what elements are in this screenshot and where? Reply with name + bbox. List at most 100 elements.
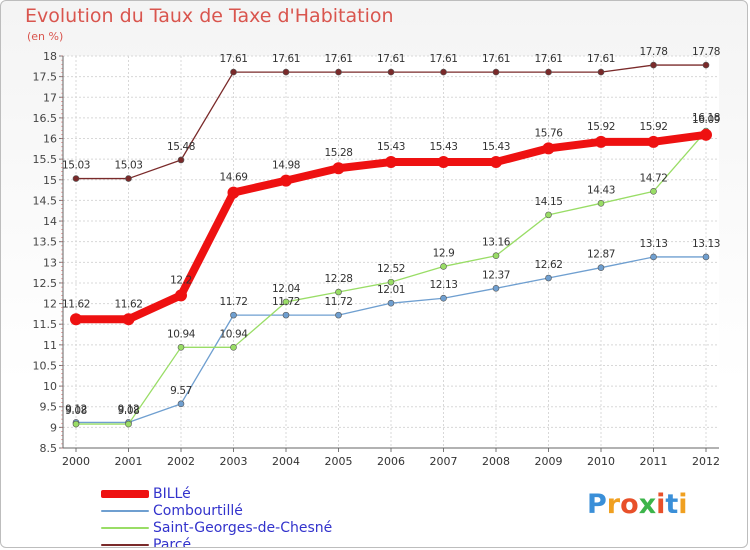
y-tick-label: 9.5 <box>40 401 58 414</box>
x-tick-label: 2002 <box>167 455 195 468</box>
data-point <box>125 420 132 428</box>
data-label: 15.76 <box>534 127 563 139</box>
data-label: 17.78 <box>639 46 667 58</box>
legend-item-saint-georges: Saint-Georges-de-Chesné <box>101 519 332 536</box>
data-label: 10.94 <box>219 328 248 340</box>
y-tick-label: 18 <box>43 50 57 63</box>
data-label: 12.62 <box>534 259 562 271</box>
data-point <box>387 68 395 76</box>
legend-label: Saint-Georges-de-Chesné <box>153 519 333 536</box>
x-tick-label: 2001 <box>115 455 143 468</box>
data-point <box>122 313 135 326</box>
data-label: 15.43 <box>429 141 457 153</box>
data-label: 17.61 <box>377 53 405 65</box>
data-label: 12.13 <box>429 279 457 291</box>
data-label: 16.18 <box>692 112 720 124</box>
legend-item-parce: Parcé <box>101 536 332 547</box>
data-label: 15.48 <box>167 141 195 153</box>
y-tick-label: 8.5 <box>40 442 58 455</box>
y-tick-label: 17 <box>43 91 57 104</box>
y-tick-label: 13.5 <box>33 236 58 249</box>
chart-title: Evolution du Taux de Taxe d'Habitation <box>25 5 394 27</box>
data-point <box>282 311 290 319</box>
data-label: 17.61 <box>324 53 352 65</box>
data-point <box>702 61 710 69</box>
data-point <box>282 68 290 76</box>
data-point <box>492 68 500 76</box>
data-label: 16.09 <box>692 114 720 126</box>
data-point <box>440 68 447 76</box>
data-label: 14.15 <box>534 196 562 208</box>
data-label: 14.72 <box>639 172 667 184</box>
data-point <box>492 252 500 260</box>
logo-letter: P <box>587 489 607 520</box>
data-label: 11.62 <box>114 298 142 310</box>
legend-label: BILLé <box>153 485 191 502</box>
data-label: 11.62 <box>62 298 90 310</box>
data-label: 15.43 <box>377 141 405 153</box>
data-point <box>700 128 712 141</box>
data-label: 9.08 <box>65 405 87 417</box>
data-label: 14.98 <box>272 160 300 172</box>
legend-swatch <box>101 526 149 529</box>
y-tick-label: 14 <box>43 215 57 228</box>
chart-subtitle: (en %) <box>27 30 64 43</box>
data-point <box>387 299 395 307</box>
data-point <box>650 61 657 69</box>
logo-letter: o <box>620 489 639 520</box>
legend: BILLé Combourtillé Saint-Georges-de-Ches… <box>101 485 332 547</box>
x-tick-label: 2003 <box>220 455 248 468</box>
data-point <box>230 344 237 351</box>
data-label: 11.72 <box>324 296 352 308</box>
legend-swatch <box>101 509 149 512</box>
data-point <box>702 253 710 261</box>
x-tick-label: 2006 <box>377 455 405 468</box>
data-point <box>230 311 237 319</box>
x-tick-label: 2007 <box>430 455 458 468</box>
data-point <box>597 68 605 76</box>
data-point <box>177 344 185 351</box>
data-point <box>647 135 660 148</box>
data-label: 12.87 <box>587 249 615 261</box>
data-point <box>597 200 605 207</box>
data-label: 15.03 <box>114 160 142 172</box>
data-label: 11.72 <box>272 296 300 308</box>
logo-letter: x <box>638 489 657 520</box>
data-point <box>385 156 397 169</box>
y-tick-label: 14.5 <box>33 194 58 207</box>
x-tick-label: 2004 <box>272 455 300 468</box>
data-point <box>650 188 657 195</box>
logo-letter: i <box>656 489 666 520</box>
data-label: 15.43 <box>482 141 510 153</box>
data-point <box>230 68 237 76</box>
data-label: 15.28 <box>324 147 352 159</box>
data-point <box>332 162 345 175</box>
data-label: 17.61 <box>272 53 300 65</box>
data-label: 12.04 <box>272 283 301 295</box>
y-tick-label: 15 <box>43 174 57 187</box>
data-point <box>650 253 657 261</box>
data-label: 12.37 <box>482 269 510 281</box>
data-label: 9.57 <box>170 385 192 397</box>
data-point <box>177 400 185 408</box>
logo-letter: t <box>665 489 679 520</box>
data-point <box>440 294 447 302</box>
x-tick-label: 2009 <box>535 455 563 468</box>
data-point <box>335 288 342 296</box>
legend-item-bille: BILLé <box>101 485 332 502</box>
data-point <box>70 313 82 326</box>
data-label: 14.43 <box>587 184 615 196</box>
data-label: 11.72 <box>219 296 247 308</box>
y-tick-label: 16.5 <box>33 112 58 125</box>
data-label: 9.08 <box>118 405 140 417</box>
y-tick-label: 12 <box>43 298 57 311</box>
y-tick-label: 9 <box>50 421 57 434</box>
data-label: 10.94 <box>167 328 196 340</box>
data-point <box>597 264 605 271</box>
y-tick-label: 17.5 <box>33 71 58 84</box>
data-point <box>545 68 552 76</box>
data-point <box>545 274 552 282</box>
x-tick-label: 2010 <box>587 455 615 468</box>
legend-label: Combourtillé <box>153 502 243 519</box>
data-point <box>280 174 292 187</box>
